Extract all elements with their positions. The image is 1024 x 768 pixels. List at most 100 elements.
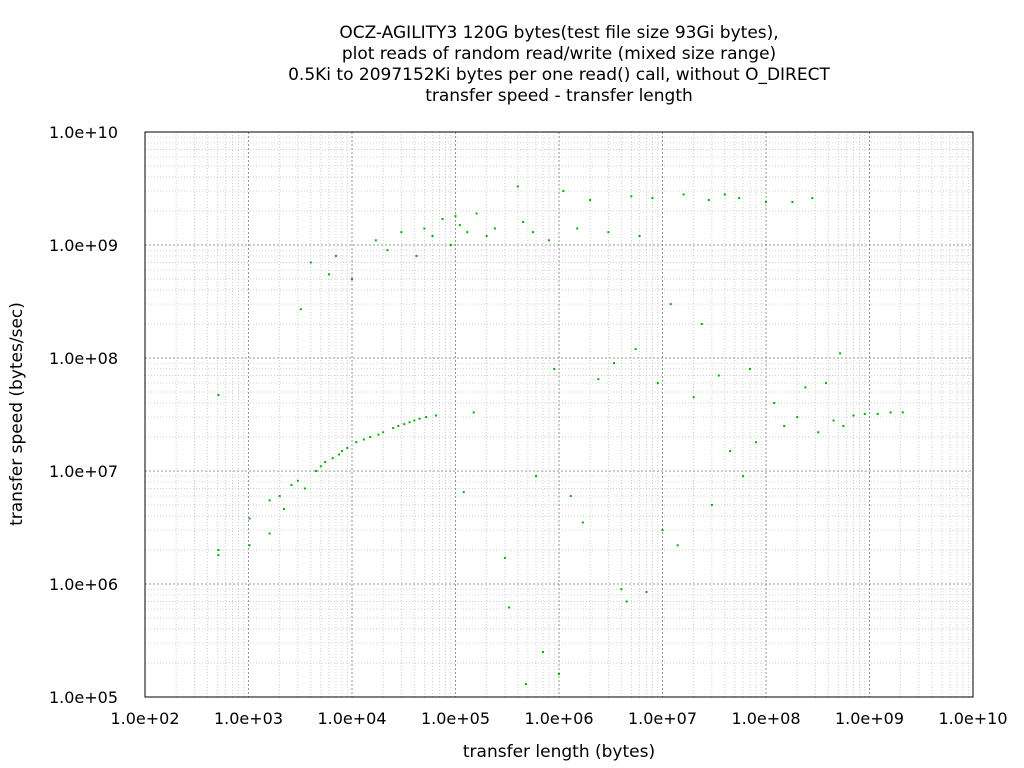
data-point bbox=[876, 412, 879, 415]
data-points bbox=[217, 185, 904, 686]
x-tick-label: 1.0e+06 bbox=[524, 709, 593, 728]
data-point bbox=[620, 588, 623, 591]
data-point bbox=[738, 197, 741, 200]
chart-title-line: OCZ-AGILITY3 120G bytes(test file size 9… bbox=[339, 23, 778, 43]
x-tick-label: 1.0e+08 bbox=[731, 709, 800, 728]
data-point bbox=[817, 431, 820, 434]
data-point bbox=[431, 235, 434, 238]
x-tick-label: 1.0e+04 bbox=[317, 709, 386, 728]
data-point bbox=[525, 683, 528, 686]
data-point bbox=[645, 590, 648, 593]
y-axis-label: transfer speed (bytes/sec) bbox=[7, 302, 27, 526]
data-point bbox=[634, 348, 637, 351]
data-point bbox=[449, 244, 452, 246]
data-point bbox=[374, 239, 377, 242]
y-tick-label: 1.0e+05 bbox=[49, 688, 118, 707]
data-point bbox=[377, 433, 380, 436]
data-point bbox=[825, 382, 828, 385]
data-point bbox=[328, 273, 331, 276]
major-grid bbox=[144, 131, 974, 698]
y-tick-label: 1.0e+08 bbox=[49, 349, 118, 368]
data-point bbox=[625, 600, 628, 603]
data-point bbox=[475, 212, 478, 215]
data-point bbox=[613, 362, 616, 365]
data-point bbox=[340, 450, 343, 453]
data-point bbox=[386, 249, 389, 252]
data-point bbox=[303, 487, 306, 490]
data-point bbox=[889, 411, 892, 414]
data-point bbox=[754, 441, 757, 444]
x-tick-label: 1.0e+09 bbox=[835, 709, 904, 728]
plot-frame bbox=[144, 131, 974, 698]
data-point bbox=[863, 412, 866, 415]
data-point bbox=[541, 651, 544, 654]
data-point bbox=[334, 254, 337, 257]
data-point bbox=[569, 495, 572, 498]
data-point bbox=[418, 417, 421, 420]
data-point bbox=[553, 367, 556, 370]
data-point bbox=[458, 224, 461, 227]
data-point bbox=[710, 504, 713, 507]
y-axis-ticks: 1.0e+05 1.0e+06 1.0e+07 1.0e+08 1.0e+09 1.0e+… bbox=[49, 123, 118, 707]
data-point bbox=[531, 231, 534, 234]
data-point bbox=[382, 431, 385, 434]
y-tick-label: 1.0e+09 bbox=[49, 236, 118, 255]
x-tick-label: 1.0e+10 bbox=[938, 709, 1007, 728]
chart-title: OCZ-AGILITY3 120G bytes(test file size 9… bbox=[288, 23, 830, 106]
data-point bbox=[315, 470, 318, 472]
data-point bbox=[522, 220, 525, 223]
data-point bbox=[296, 479, 299, 482]
data-point bbox=[435, 414, 438, 417]
data-point bbox=[638, 235, 641, 238]
data-point bbox=[454, 215, 457, 218]
data-point bbox=[630, 195, 633, 198]
data-point bbox=[400, 231, 403, 234]
data-point bbox=[441, 217, 444, 220]
data-point bbox=[700, 322, 703, 325]
data-point bbox=[676, 544, 679, 547]
data-point bbox=[278, 495, 281, 498]
chart-title-line: 0.5Ki to 2097152Ki bytes per one read() … bbox=[288, 65, 830, 85]
data-point bbox=[338, 453, 341, 456]
y-tick-label: 1.0e+06 bbox=[49, 575, 118, 594]
data-point bbox=[773, 401, 776, 404]
data-point bbox=[423, 227, 426, 230]
x-axis-ticks: 1.0e+02 1.0e+03 1.0e+04 1.0e+05 1.0e+06 1.0e+… bbox=[110, 709, 1007, 728]
data-point bbox=[346, 446, 349, 449]
data-point bbox=[217, 554, 220, 557]
data-point bbox=[309, 261, 312, 264]
data-point bbox=[723, 193, 726, 196]
data-point bbox=[331, 457, 334, 460]
data-point bbox=[413, 419, 416, 422]
x-axis-label: transfer length (bytes) bbox=[463, 742, 655, 762]
data-point bbox=[290, 484, 293, 487]
data-point bbox=[493, 227, 496, 230]
data-point bbox=[462, 491, 465, 494]
data-point bbox=[589, 199, 592, 202]
data-point bbox=[839, 352, 842, 355]
data-point bbox=[362, 438, 365, 441]
data-point bbox=[355, 441, 358, 444]
data-point bbox=[576, 227, 579, 230]
data-point bbox=[661, 529, 664, 532]
data-point bbox=[547, 239, 550, 242]
x-tick-label: 1.0e+02 bbox=[110, 709, 179, 728]
data-point bbox=[425, 416, 428, 419]
data-point bbox=[842, 425, 845, 428]
data-point bbox=[783, 425, 786, 428]
data-point bbox=[408, 421, 411, 424]
data-point bbox=[324, 461, 327, 464]
data-point bbox=[248, 544, 251, 547]
data-point bbox=[319, 465, 322, 468]
data-point bbox=[299, 308, 302, 311]
data-point bbox=[392, 427, 395, 430]
data-point bbox=[682, 193, 685, 196]
data-point bbox=[791, 201, 794, 204]
data-point bbox=[397, 425, 400, 428]
data-point bbox=[717, 374, 720, 377]
data-point bbox=[503, 556, 506, 559]
data-point bbox=[748, 367, 751, 370]
data-point bbox=[415, 254, 418, 257]
data-point bbox=[403, 423, 406, 426]
